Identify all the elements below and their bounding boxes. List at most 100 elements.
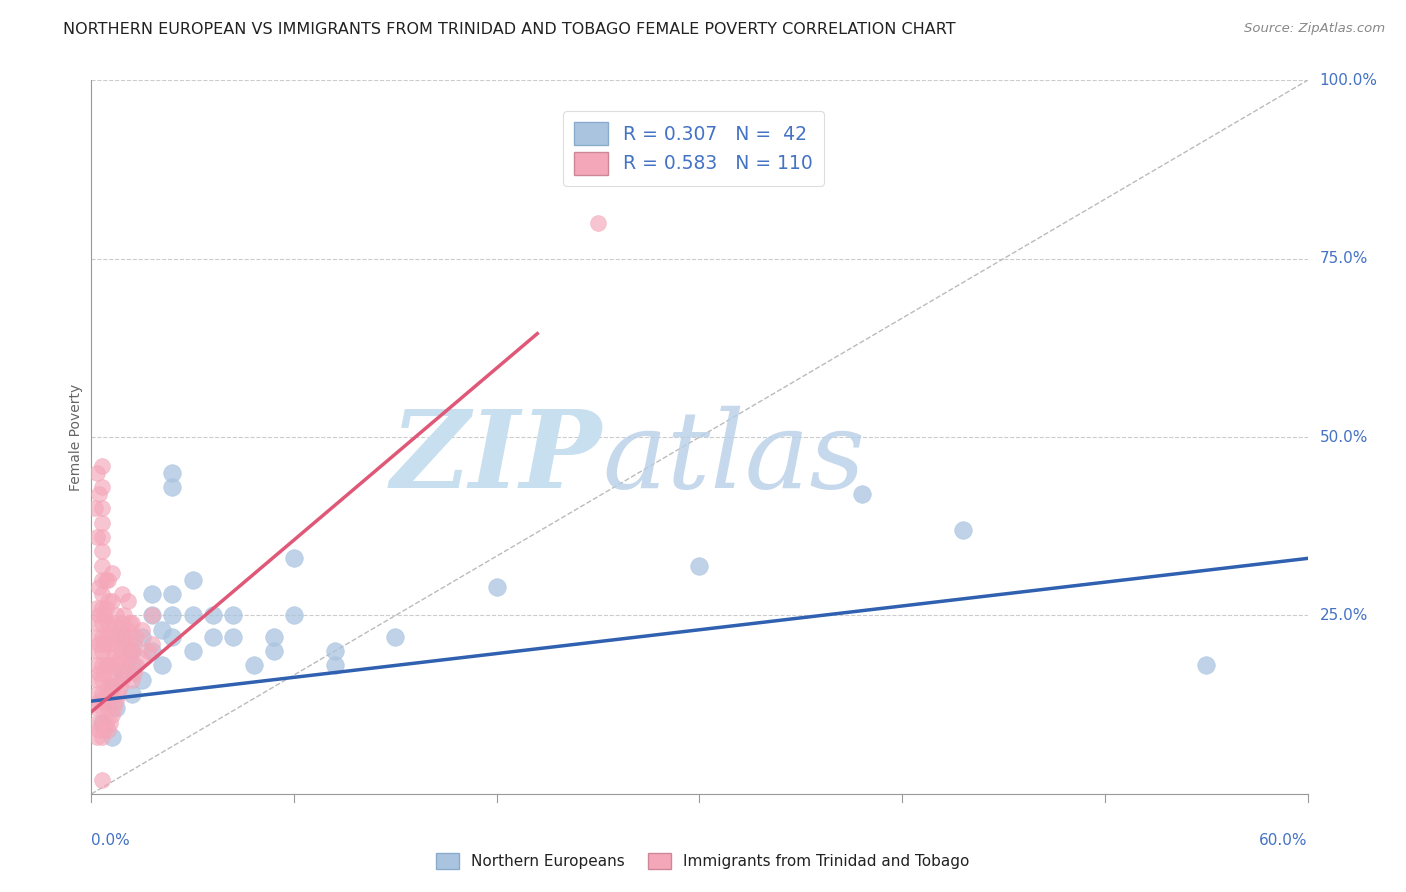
Text: 60.0%: 60.0% — [1260, 833, 1308, 848]
Point — [117, 651, 139, 665]
Point — [586, 216, 609, 230]
Point — [100, 680, 122, 694]
Point — [121, 615, 143, 630]
Point — [111, 630, 134, 644]
Point — [162, 587, 184, 601]
Point — [89, 723, 111, 737]
Point — [94, 601, 117, 615]
Point — [90, 587, 112, 601]
Text: atlas: atlas — [602, 406, 865, 511]
Point — [100, 730, 122, 744]
Point — [90, 530, 112, 544]
Text: 75.0%: 75.0% — [1320, 252, 1368, 266]
Point — [136, 644, 159, 658]
Point — [89, 694, 111, 708]
Point — [94, 715, 117, 730]
Point — [112, 608, 135, 623]
Point — [104, 637, 127, 651]
Point — [97, 701, 120, 715]
Text: Source: ZipAtlas.com: Source: ZipAtlas.com — [1244, 22, 1385, 36]
Point — [100, 594, 122, 608]
Point — [86, 687, 108, 701]
Point — [181, 608, 204, 623]
Point — [122, 665, 145, 680]
Point — [90, 715, 112, 730]
Point — [202, 608, 225, 623]
Point — [111, 673, 134, 687]
Point — [86, 530, 108, 544]
Point — [104, 608, 127, 623]
Point — [86, 730, 108, 744]
Point — [97, 680, 120, 694]
Point — [851, 487, 873, 501]
Point — [90, 630, 112, 644]
Point — [242, 658, 264, 673]
Point — [107, 687, 129, 701]
Point — [86, 701, 108, 715]
Point — [98, 715, 121, 730]
Point — [115, 658, 138, 673]
Point — [93, 637, 115, 651]
Point — [90, 615, 112, 630]
Point — [86, 644, 108, 658]
Point — [90, 687, 112, 701]
Point — [100, 651, 122, 665]
Text: ZIP: ZIP — [391, 406, 602, 511]
Point — [181, 644, 204, 658]
Point — [150, 658, 173, 673]
Point — [115, 630, 138, 644]
Point — [93, 665, 115, 680]
Text: NORTHERN EUROPEAN VS IMMIGRANTS FROM TRINIDAD AND TOBAGO FEMALE POVERTY CORRELAT: NORTHERN EUROPEAN VS IMMIGRANTS FROM TRI… — [63, 22, 956, 37]
Point — [89, 580, 111, 594]
Point — [150, 623, 173, 637]
Point — [90, 558, 112, 573]
Point — [118, 644, 141, 658]
Point — [90, 772, 112, 787]
Point — [131, 673, 153, 687]
Point — [107, 630, 129, 644]
Point — [162, 480, 184, 494]
Point — [90, 715, 112, 730]
Point — [283, 608, 305, 623]
Point — [141, 637, 163, 651]
Point — [162, 466, 184, 480]
Point — [141, 587, 163, 601]
Point — [131, 651, 153, 665]
Point — [263, 630, 285, 644]
Point — [97, 694, 120, 708]
Point — [89, 487, 111, 501]
Point — [112, 665, 135, 680]
Point — [100, 566, 122, 580]
Point — [86, 715, 108, 730]
Point — [117, 594, 139, 608]
Point — [141, 608, 163, 623]
Point — [141, 644, 163, 658]
Y-axis label: Female Poverty: Female Poverty — [69, 384, 83, 491]
Point — [97, 573, 120, 587]
Point — [89, 665, 111, 680]
Point — [263, 644, 285, 658]
Point — [94, 630, 117, 644]
Point — [111, 665, 134, 680]
Point — [93, 608, 115, 623]
Point — [100, 708, 122, 723]
Point — [97, 637, 120, 651]
Point — [162, 608, 184, 623]
Point — [86, 601, 108, 615]
Point — [222, 630, 245, 644]
Point — [108, 651, 131, 665]
Point — [100, 623, 122, 637]
Point — [98, 658, 121, 673]
Point — [111, 587, 134, 601]
Point — [103, 615, 125, 630]
Point — [100, 680, 122, 694]
Point — [86, 466, 108, 480]
Point — [86, 615, 108, 630]
Point — [97, 658, 120, 673]
Point — [162, 630, 184, 644]
Point — [181, 573, 204, 587]
Point — [107, 658, 129, 673]
Point — [90, 480, 112, 494]
Point — [93, 723, 115, 737]
Point — [94, 687, 117, 701]
